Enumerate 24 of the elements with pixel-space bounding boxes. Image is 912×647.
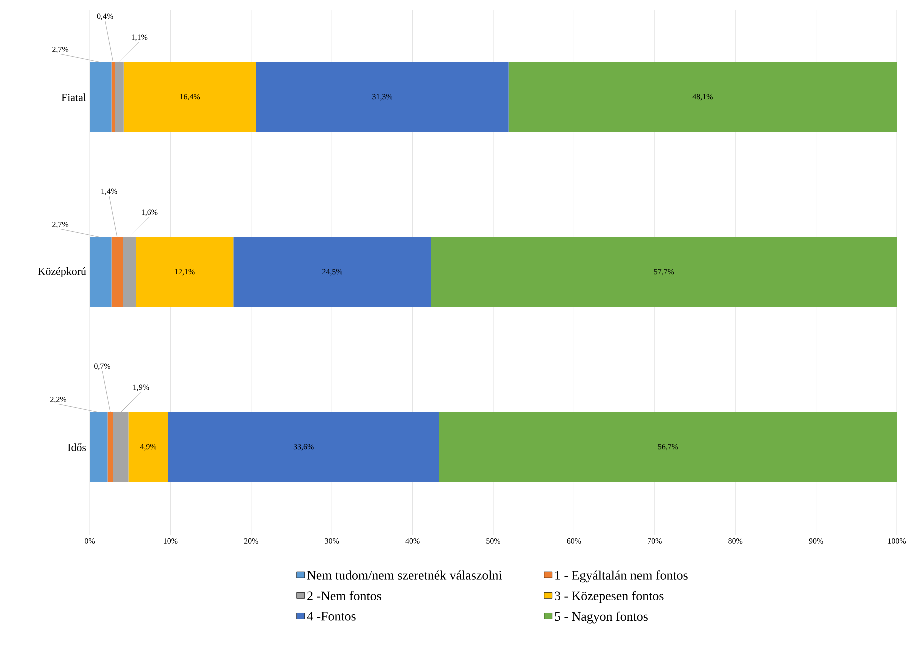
bar	[256, 62, 509, 133]
bar	[108, 412, 114, 483]
bar	[234, 238, 432, 308]
bar	[439, 412, 898, 483]
bar	[90, 412, 108, 483]
bar	[124, 62, 256, 133]
bar	[128, 412, 168, 483]
bar	[431, 238, 898, 308]
legend-label: 1 - Egyáltalán nem fontos	[556, 570, 688, 583]
y-tick-label: Idős	[68, 444, 86, 452]
legend-label: 4 -Fontos	[307, 612, 356, 621]
bar	[90, 238, 112, 308]
legend-label: 3 - Közepesen fontos	[555, 591, 664, 604]
bar	[508, 62, 898, 133]
legend-label: 2 -Nem fontos	[308, 591, 382, 601]
legend-label: Nem tudom/nem szeretnék válaszolni	[307, 570, 502, 580]
bar	[136, 238, 234, 308]
bar	[112, 238, 124, 308]
bar	[90, 62, 112, 133]
legend-label: 5 - Nagyon fontos	[555, 612, 648, 624]
y-tick-label: Középkorú	[38, 268, 86, 278]
bar	[168, 412, 440, 483]
y-tick-label: Fiatal	[62, 94, 86, 102]
bar	[112, 62, 116, 133]
